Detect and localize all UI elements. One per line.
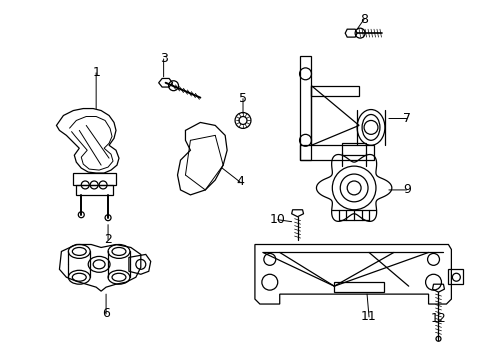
Text: 9: 9 — [402, 184, 410, 197]
Text: 3: 3 — [160, 53, 167, 66]
Text: 6: 6 — [102, 307, 110, 320]
Text: 2: 2 — [104, 233, 112, 246]
Text: 5: 5 — [239, 92, 246, 105]
Text: 1: 1 — [92, 66, 100, 79]
Text: 7: 7 — [402, 112, 410, 125]
Text: 8: 8 — [359, 13, 367, 26]
Text: 10: 10 — [269, 213, 285, 226]
Text: 11: 11 — [361, 310, 376, 323]
Text: 4: 4 — [236, 175, 244, 189]
Text: 12: 12 — [430, 312, 446, 325]
